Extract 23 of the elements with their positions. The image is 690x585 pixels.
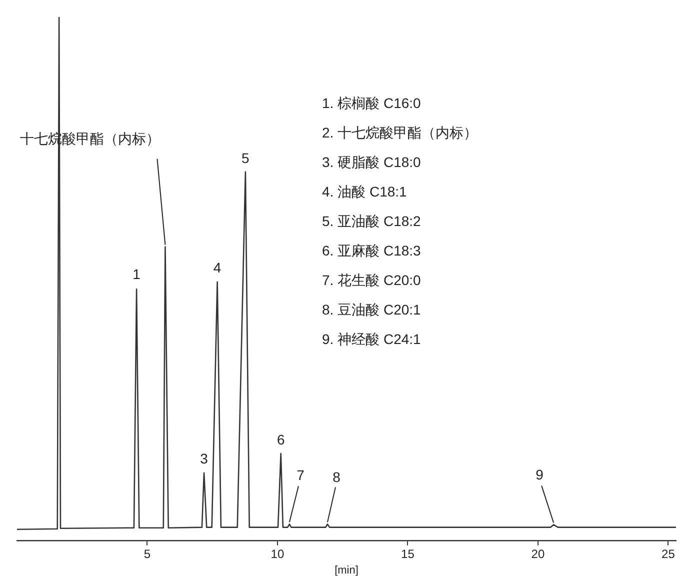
annotation: 6	[276, 431, 285, 448]
annotation: 3. 硬脂酸 C18:0	[322, 154, 422, 170]
annotation: 2. 十七烷酸甲酯（内标）	[322, 124, 478, 140]
annotation: 3	[200, 450, 208, 467]
x-tick-label: 20	[531, 546, 545, 561]
annotation: 4. 油酸 C18:1	[322, 183, 408, 200]
annotation: 1. 棕榈酸 C16:0	[322, 94, 422, 111]
annotation: 5. 亚油酸 C18:2	[322, 212, 422, 229]
annotation: 7	[296, 467, 305, 484]
annotation: 5	[242, 150, 250, 166]
annotation: 9	[536, 466, 544, 483]
x-tick-label: 15	[401, 546, 415, 561]
annotation: 8	[332, 469, 341, 486]
annotation: 8. 豆油酸 C20:1	[322, 301, 422, 318]
annotation: 4	[213, 260, 222, 276]
annotation: 1	[132, 266, 141, 282]
annotation: 6. 亚麻酸 C18:3	[322, 242, 422, 258]
x-tick-label: 5	[144, 546, 151, 561]
annotation: 7. 花生酸 C20:0	[322, 272, 422, 288]
x-tick-label: 25	[662, 546, 676, 561]
x-axis-title: [min]	[334, 564, 358, 576]
x-tick-label: 10	[270, 546, 284, 561]
annotation: 9. 神经酸 C24:1	[322, 330, 422, 347]
